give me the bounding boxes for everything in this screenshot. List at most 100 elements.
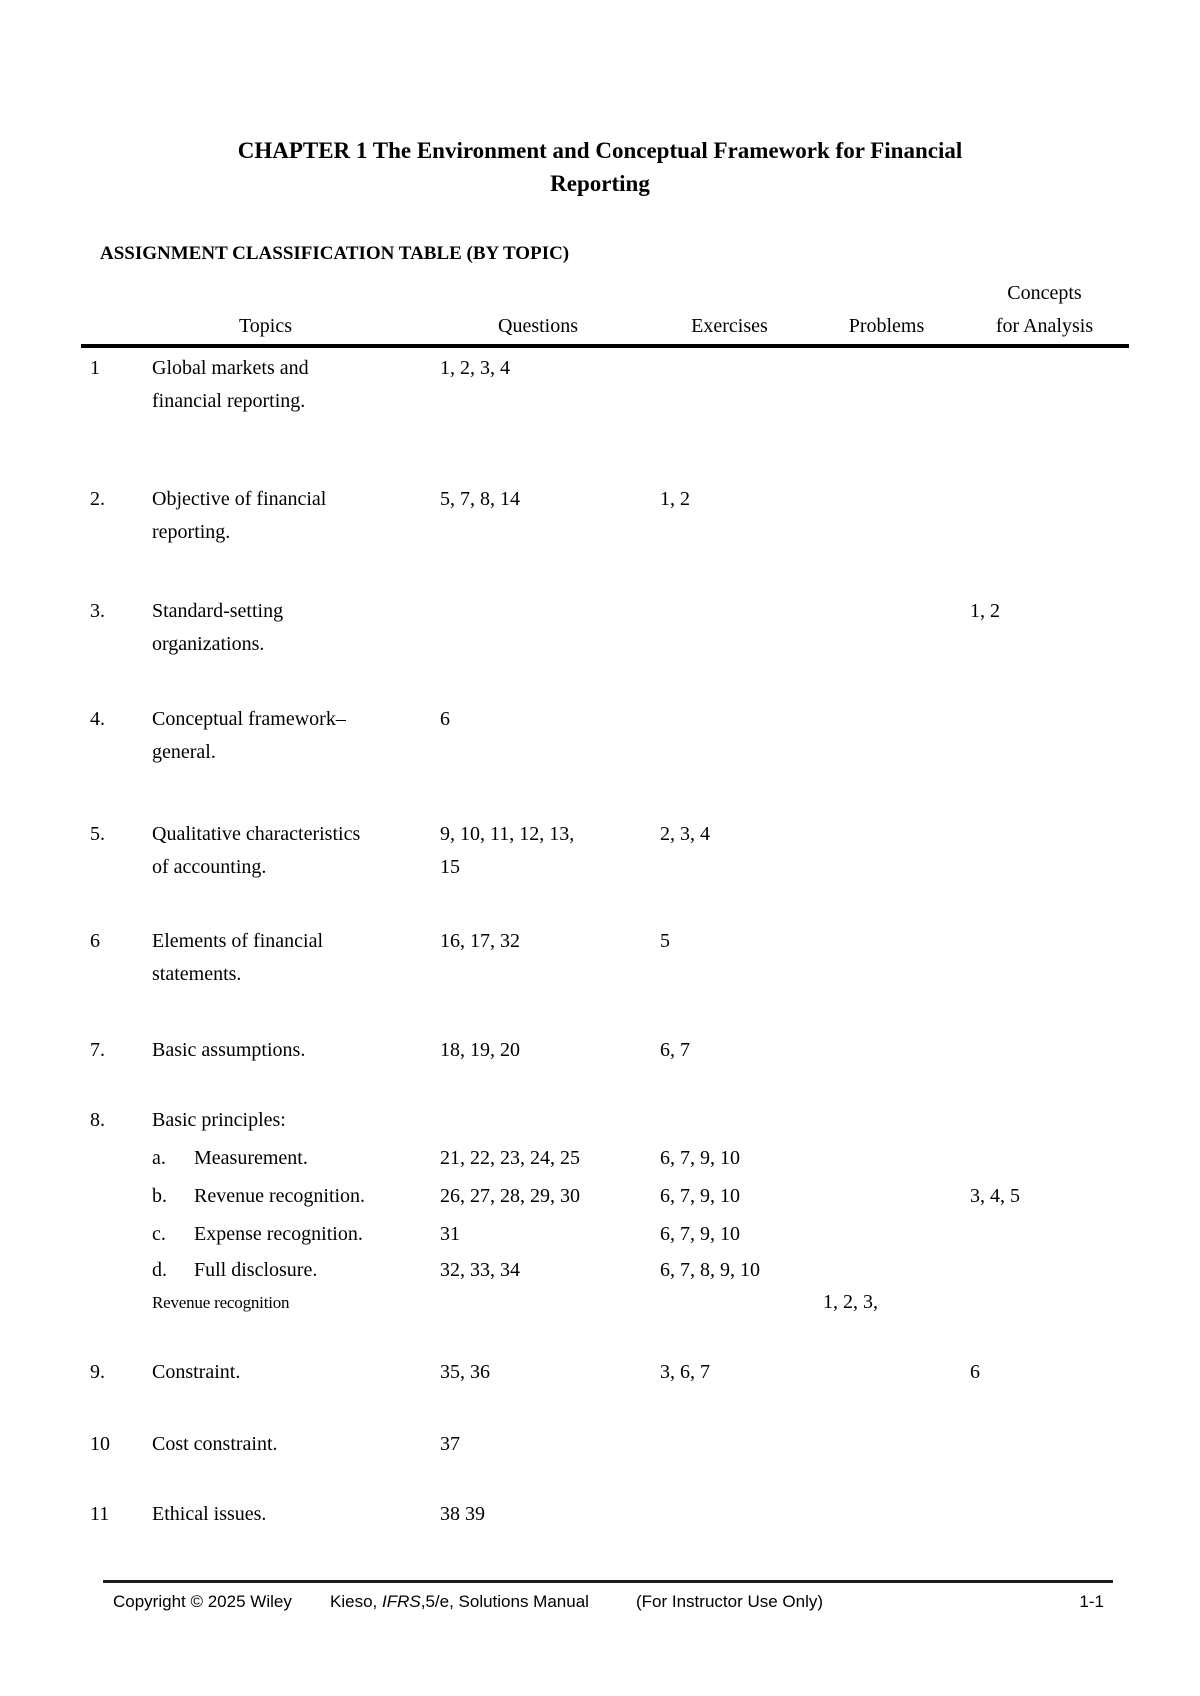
- table-row: 5. Qualitative characteristics of accoun…: [81, 818, 1129, 884]
- row-number: [81, 1180, 152, 1213]
- cell-questions: 18, 19, 20: [440, 1039, 520, 1061]
- cell-problems: [823, 352, 970, 418]
- row-number: 10: [90, 1433, 110, 1455]
- cell-exercises: 6, 7: [660, 1039, 690, 1061]
- cell-questions: 5, 7, 8, 14: [440, 488, 520, 510]
- column-header-concepts-line2: for Analysis: [995, 315, 1094, 337]
- cell-problems: [823, 1428, 970, 1461]
- cell-problems: [823, 703, 970, 769]
- cell-exercises: 6, 7, 9, 10: [660, 1185, 740, 1207]
- cell-concepts: 6: [970, 1361, 980, 1383]
- cell-topic: a. Measurement.: [152, 1142, 440, 1175]
- cell-topic: Objective of financial reporting.: [152, 488, 327, 543]
- cell-problems: [823, 1218, 970, 1251]
- cell-topic: Cost constraint.: [152, 1433, 278, 1455]
- cell-questions: 1, 2, 3, 4: [440, 357, 510, 379]
- cell-questions: [440, 1104, 660, 1137]
- cell-exercises: 1, 2: [660, 488, 690, 510]
- table-sub-row: Revenue recognition 1, 2, 3,: [81, 1286, 1129, 1319]
- row-number: 11: [90, 1503, 110, 1525]
- sub-item-letter: b.: [152, 1185, 167, 1207]
- cell-questions: 38 39: [440, 1503, 485, 1525]
- footer-book-reference: Kieso, IFRS,5/e, Solutions Manual: [330, 1590, 589, 1614]
- cell-questions: 32, 33, 34: [440, 1259, 520, 1281]
- table-row: 9. Constraint. 35, 36 3, 6, 7 6: [81, 1356, 1129, 1389]
- cell-exercises: 5: [660, 930, 670, 952]
- cell-concepts: [970, 1286, 1129, 1319]
- row-number: [81, 1286, 152, 1319]
- cell-concepts: [970, 1254, 1129, 1287]
- sub-item-label: Measurement.: [194, 1147, 308, 1169]
- cell-topic: Standard-setting organizations.: [152, 600, 284, 655]
- sub-item-letter: a.: [152, 1147, 166, 1169]
- column-header-exercises: Exercises: [691, 315, 768, 337]
- cell-topic: Revenue recognition: [152, 1293, 290, 1312]
- sub-item-label: Expense recognition.: [194, 1223, 363, 1245]
- cell-concepts: [970, 352, 1129, 418]
- sub-item-label: Revenue recognition.: [194, 1185, 366, 1207]
- cell-exercises: [660, 1428, 823, 1461]
- table-row: 6 Elements of financial statements. 16, …: [81, 925, 1129, 991]
- cell-questions: 21, 22, 23, 24, 25: [440, 1147, 580, 1169]
- cell-topic: Basic assumptions.: [152, 1039, 306, 1061]
- cell-exercises: 6, 7, 9, 10: [660, 1223, 740, 1245]
- footer-copyright: Copyright © 2025 Wiley: [113, 1592, 292, 1611]
- cell-concepts: [970, 1142, 1129, 1175]
- table-row: 8. Basic principles:: [81, 1104, 1129, 1137]
- cell-questions: 16, 17, 32: [440, 930, 520, 952]
- cell-questions: 35, 36: [440, 1361, 490, 1383]
- cell-concepts: [970, 1498, 1129, 1531]
- sub-item-letter: d.: [152, 1259, 167, 1281]
- row-number: 7.: [90, 1039, 105, 1061]
- table-row: 2. Objective of financial reporting. 5, …: [81, 483, 1129, 549]
- table-header-row: Concepts Topics Questions Exercises Prob…: [81, 277, 1129, 343]
- cell-topic: Elements of financial statements.: [152, 930, 324, 985]
- cell-topic: Conceptual framework– general.: [152, 708, 346, 763]
- row-number: 6: [90, 930, 100, 952]
- cell-concepts: 3, 4, 5: [970, 1185, 1020, 1207]
- column-header-problems: Problems: [848, 315, 925, 337]
- footer-book-edition: ,5/e, Solutions Manual: [420, 1592, 589, 1611]
- cell-concepts: [970, 925, 1129, 991]
- table-row: 7. Basic assumptions. 18, 19, 20 6, 7: [81, 1034, 1129, 1067]
- table-row: 11 Ethical issues. 38 39: [81, 1498, 1129, 1531]
- cell-problems: [823, 595, 970, 661]
- cell-exercises: [660, 1498, 823, 1531]
- cell-exercises: 3, 6, 7: [660, 1361, 710, 1383]
- cell-concepts: [970, 1428, 1129, 1461]
- footer-instructor-note: (For Instructor Use Only): [636, 1592, 824, 1611]
- cell-exercises: [660, 1286, 823, 1319]
- sub-item-letter: c.: [152, 1223, 166, 1245]
- cell-problems: [823, 1142, 970, 1175]
- cell-problems: [823, 1254, 970, 1287]
- cell-topic: Constraint.: [152, 1361, 241, 1383]
- cell-questions: 6: [440, 708, 450, 730]
- table-sub-row: a. Measurement. 21, 22, 23, 24, 25 6, 7, …: [81, 1142, 1129, 1175]
- table-row: 3. Standard-setting organizations. 1, 2: [81, 595, 1129, 661]
- cell-topic: Ethical issues.: [152, 1503, 267, 1525]
- cell-problems: [823, 1180, 970, 1213]
- cell-topic: Qualitative characteristics of accountin…: [152, 823, 361, 878]
- column-header-topics: Topics: [238, 315, 293, 337]
- row-number: 4.: [90, 708, 105, 730]
- cell-exercises: [660, 1104, 823, 1137]
- row-number: 1: [90, 357, 100, 379]
- cell-concepts: [970, 703, 1129, 769]
- cell-problems: 1, 2, 3,: [823, 1291, 878, 1313]
- table-heading: ASSIGNMENT CLASSIFICATION TABLE (BY TOPI…: [100, 243, 570, 264]
- cell-questions: [440, 595, 660, 661]
- cell-problems: [823, 1034, 970, 1067]
- column-header-concepts-line1: Concepts: [1007, 282, 1082, 304]
- cell-questions: [440, 1286, 660, 1319]
- cell-problems: [823, 1104, 970, 1137]
- table-header-rule: [81, 344, 1129, 348]
- cell-problems: [823, 925, 970, 991]
- cell-topic: c. Expense recognition.: [152, 1218, 440, 1251]
- footer-book-title-italic: IFRS: [381, 1592, 421, 1611]
- cell-topic: Basic principles:: [152, 1109, 286, 1131]
- cell-questions: 9, 10, 11, 12, 13, 15: [440, 823, 575, 878]
- cell-concepts: [970, 1104, 1129, 1137]
- cell-concepts: [970, 1034, 1129, 1067]
- row-number: [81, 1142, 152, 1175]
